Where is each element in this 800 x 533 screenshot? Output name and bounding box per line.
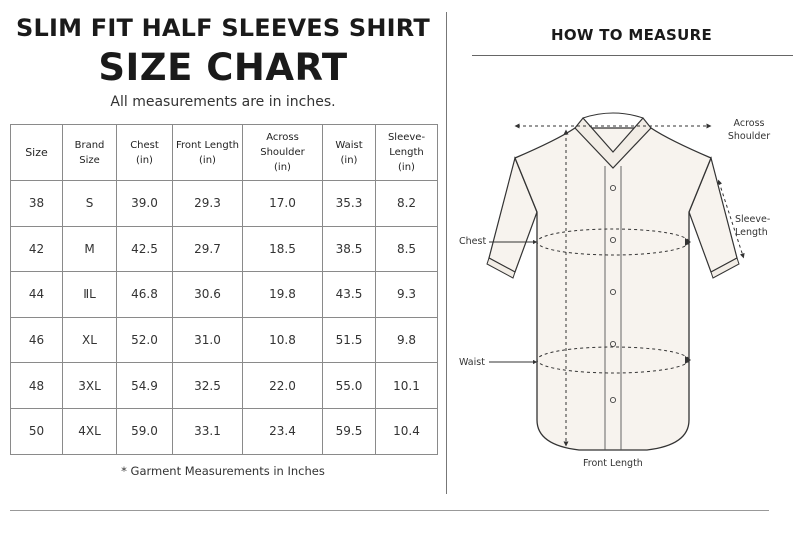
cell-sleeve-length: 8.5 — [375, 225, 438, 273]
cell-front-length: 31.0 — [172, 316, 243, 364]
cell-sleeve-length: 8.2 — [375, 180, 438, 227]
header-waist: Waist (in) — [322, 124, 376, 181]
cell-brand-size: 4XL — [62, 407, 117, 455]
chart-title: SLIM FIT HALF SLEEVES SHIRT — [16, 14, 430, 42]
cell-waist: 43.5 — [322, 271, 376, 318]
cell-chest: 39.0 — [116, 180, 173, 227]
label-waist: Waist — [459, 357, 485, 368]
cell-sleeve-length: 10.4 — [375, 407, 438, 455]
cell-brand-size: S — [62, 180, 117, 227]
cell-front-length: 29.3 — [172, 180, 243, 227]
table-row: 44 ⅡL 46.8 30.6 19.8 43.5 9.3 — [10, 271, 438, 318]
cell-brand-size: M — [62, 225, 117, 273]
cell-across-shoulder: 17.0 — [242, 180, 323, 227]
cell-waist: 35.3 — [322, 180, 376, 227]
label-sleeve-length: Sleeve-Length — [735, 214, 771, 238]
shirt-illustration-icon — [486, 112, 745, 451]
cell-size: 42 — [10, 225, 63, 273]
footnote: * Garment Measurements in Inches — [121, 464, 325, 478]
header-front-length: Front Length (in) — [172, 124, 243, 181]
cell-waist: 51.5 — [322, 316, 376, 364]
cell-front-length: 32.5 — [172, 362, 243, 409]
vertical-divider — [446, 12, 447, 494]
table-row: 48 3XL 54.9 32.5 22.0 55.0 10.1 — [10, 362, 438, 409]
cell-across-shoulder: 23.4 — [242, 407, 323, 455]
header-sleeve-length: Sleeve-Length (in) — [375, 124, 438, 181]
table-row: 46 XL 52.0 31.0 10.8 51.5 9.8 — [10, 316, 438, 364]
table-row: 38 S 39.0 29.3 17.0 35.3 8.2 — [10, 180, 438, 227]
cell-across-shoulder: 10.8 — [242, 316, 323, 364]
cell-across-shoulder: 18.5 — [242, 225, 323, 273]
label-front-length: Front Length — [583, 458, 643, 469]
chart-subtitle: All measurements are in inches. — [110, 94, 336, 110]
cell-size: 44 — [10, 271, 63, 318]
cell-chest: 54.9 — [116, 362, 173, 409]
cell-across-shoulder: 22.0 — [242, 362, 323, 409]
cell-across-shoulder: 19.8 — [242, 271, 323, 318]
cell-waist: 55.0 — [322, 362, 376, 409]
cell-size: 38 — [10, 180, 63, 227]
label-across-shoulder: Across Shoulder — [727, 118, 771, 142]
right-cuff — [710, 257, 740, 279]
bottom-divider — [10, 510, 769, 511]
how-to-measure-title: HOW TO MEASURE — [550, 26, 713, 44]
cell-chest: 59.0 — [116, 407, 173, 455]
cell-size: 48 — [10, 362, 63, 409]
how-to-measure-panel: HOW TO MEASURE — [447, 0, 800, 533]
table-row: 42 M 42.5 29.7 18.5 38.5 8.5 — [10, 225, 438, 273]
size-table: Size Brand Size Chest (in) Front Length (in… — [10, 124, 438, 455]
cell-size: 50 — [10, 407, 63, 455]
cell-waist: 59.5 — [322, 407, 376, 455]
cell-front-length: 33.1 — [172, 407, 243, 455]
table-row: 50 4XL 59.0 33.1 23.4 59.5 10.4 — [10, 407, 438, 455]
cell-chest: 52.0 — [116, 316, 173, 364]
label-chest: Chest — [459, 236, 487, 247]
cell-front-length: 30.6 — [172, 271, 243, 318]
cell-front-length: 29.7 — [172, 225, 243, 273]
header-brand-size: Brand Size — [62, 124, 117, 181]
table-header-row: Size Brand Size Chest (in) Front Length (in… — [10, 124, 438, 181]
header-size: Size — [10, 124, 63, 181]
cell-chest: 42.5 — [116, 225, 173, 273]
chart-heading: SIZE CHART — [98, 46, 348, 89]
cell-brand-size: ⅡL — [62, 271, 117, 318]
cell-sleeve-length: 10.1 — [375, 362, 438, 409]
cell-chest: 46.8 — [116, 271, 173, 318]
title-underline — [472, 55, 793, 56]
cell-sleeve-length: 9.8 — [375, 316, 438, 364]
size-chart-panel: SLIM FIT HALF SLEEVES SHIRT SIZE CHART A… — [10, 14, 438, 478]
cell-brand-size: 3XL — [62, 362, 117, 409]
cell-size: 46 — [10, 316, 63, 364]
cell-sleeve-length: 9.3 — [375, 271, 438, 318]
left-cuff — [486, 257, 516, 279]
cell-waist: 38.5 — [322, 225, 376, 273]
header-chest: Chest (in) — [116, 124, 173, 181]
cell-brand-size: XL — [62, 316, 117, 364]
header-across-shoulder: Across Shoulder (in) — [242, 124, 323, 181]
